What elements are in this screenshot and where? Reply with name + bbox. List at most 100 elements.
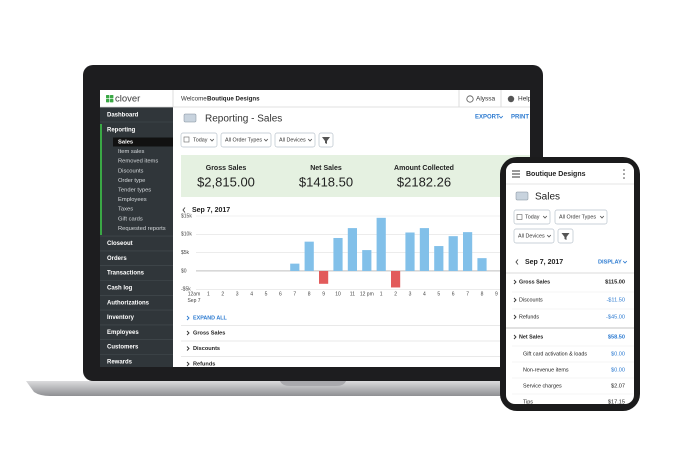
filter-dropdown[interactable] xyxy=(554,209,608,225)
chevron-icon xyxy=(513,279,517,285)
x-tick-label: 3 xyxy=(236,291,239,297)
laptop-base xyxy=(26,381,612,396)
bar xyxy=(434,246,444,271)
nav-item[interactable]: Orders xyxy=(107,256,127,262)
bar xyxy=(304,241,314,271)
x-tick-label: 5 xyxy=(437,291,440,297)
nav-subitem[interactable]: Discounts xyxy=(118,168,144,174)
row-label: Non-revenue items xyxy=(523,367,569,373)
nav-subitem[interactable]: Order type xyxy=(118,178,145,184)
nav-item[interactable]: Dashboard xyxy=(107,113,139,119)
nav-active xyxy=(113,137,173,147)
filter-label: All Devices xyxy=(279,137,306,143)
account-name: Boutique Designs xyxy=(207,96,260,103)
expand-all[interactable]: EXPAND ALL xyxy=(193,315,228,321)
more-icon xyxy=(623,169,625,171)
bar xyxy=(477,258,487,271)
help-button[interactable]: Help xyxy=(518,96,532,103)
nav-subitem[interactable]: Employees xyxy=(118,197,147,203)
row-label[interactable]: Refunds xyxy=(519,314,539,320)
logo-mark xyxy=(110,95,114,99)
calendar-icon xyxy=(516,214,523,220)
x-tick-label: 12 pm xyxy=(360,291,374,297)
x-tick-label: 8 xyxy=(308,291,311,297)
user-button[interactable]: Alyssa xyxy=(476,96,496,103)
row-value: $0.00 xyxy=(611,367,625,373)
x-tick-label: 9 xyxy=(322,291,325,297)
nav-subitem[interactable]: Gift cards xyxy=(118,216,143,222)
nav-item[interactable]: Employees xyxy=(107,330,139,336)
filter-dropdown[interactable] xyxy=(513,228,555,244)
nav-item[interactable]: Transactions xyxy=(107,271,145,277)
row-label: Service charges xyxy=(523,383,562,389)
bar xyxy=(376,217,386,271)
filter-label: All Order Types xyxy=(225,137,262,143)
filter-icon xyxy=(561,233,570,240)
summary-panel xyxy=(181,155,530,197)
filter-label: Today xyxy=(525,214,540,220)
bar xyxy=(391,270,401,288)
export-button[interactable]: EXPORT xyxy=(475,115,500,121)
phone-header xyxy=(506,163,634,184)
user-icon xyxy=(466,95,474,103)
nav-subitem[interactable]: Tender types xyxy=(118,188,151,194)
row-label: Gift card activation & loads xyxy=(523,351,587,357)
chevron-icon xyxy=(513,334,517,340)
chevron-icon xyxy=(307,138,313,142)
nav-subitem[interactable]: Taxes xyxy=(118,207,133,213)
row-label[interactable]: Gross Sales xyxy=(519,279,550,285)
chevron-icon xyxy=(186,346,190,351)
x-tick-label: 7 xyxy=(293,291,296,297)
nav-item[interactable]: Customers xyxy=(107,345,139,351)
y-tick-label: -$5k xyxy=(181,287,191,293)
nav-subitem[interactable]: Requested reports xyxy=(118,226,166,232)
phone-account: Boutique Designs xyxy=(526,171,586,178)
y-tick-label: $10k xyxy=(181,232,192,238)
chevron-icon xyxy=(513,297,517,303)
filter-label: Today xyxy=(193,137,208,143)
more-icon xyxy=(623,177,625,179)
nav-item[interactable]: Cash log xyxy=(107,285,133,291)
row-label[interactable]: Net Sales xyxy=(519,334,543,340)
row-value: $2.07 xyxy=(611,383,625,389)
chevron-icon xyxy=(542,215,548,219)
bar xyxy=(463,232,473,271)
laptop-notch xyxy=(280,381,346,386)
bar xyxy=(333,237,343,271)
help-icon xyxy=(507,95,515,103)
filter-dropdown[interactable] xyxy=(513,209,551,225)
nav-item[interactable]: Rewards xyxy=(107,359,133,365)
row-label[interactable]: Discounts xyxy=(519,297,543,303)
row-label[interactable]: Discounts xyxy=(193,346,220,352)
x-tick-label: 7 xyxy=(466,291,469,297)
nav-subitem[interactable]: Removed items xyxy=(118,159,158,165)
x-tick-label: 1 xyxy=(207,291,210,297)
nav-item[interactable]: Reporting xyxy=(107,128,136,134)
phone-date: Sep 7, 2017 xyxy=(525,259,563,266)
nav-item[interactable]: Authorizations xyxy=(107,300,150,306)
nav-subitem[interactable]: Sales xyxy=(118,140,133,146)
filter-dropdown[interactable] xyxy=(180,132,218,148)
chevron-icon xyxy=(182,207,186,213)
print-button[interactable]: PRINT xyxy=(511,115,529,121)
filter-dropdown[interactable] xyxy=(274,132,316,148)
row-label: Tips xyxy=(523,399,533,405)
x-tick-label: 6 xyxy=(279,291,282,297)
summary-value: $2,815.00 xyxy=(197,174,255,189)
x-tick-label: 1 xyxy=(380,291,383,297)
filter-dropdown[interactable] xyxy=(220,132,272,148)
x-tick-label: 12am xyxy=(188,291,201,297)
y-tick-label: $0 xyxy=(181,268,187,274)
nav-item[interactable]: Inventory xyxy=(107,315,135,321)
row-label[interactable]: Gross Sales xyxy=(193,330,225,336)
row-label[interactable]: Refunds xyxy=(193,361,215,367)
nav-subitem[interactable]: Item sales xyxy=(118,149,145,155)
summary-label: Gross Sales xyxy=(206,165,247,172)
summary-value: $2182.26 xyxy=(397,174,451,189)
nav-item[interactable]: Closeout xyxy=(107,241,133,247)
display-button[interactable]: DISPLAY xyxy=(598,259,622,265)
logo-mark xyxy=(110,99,114,103)
x-tick-label: 8 xyxy=(481,291,484,297)
